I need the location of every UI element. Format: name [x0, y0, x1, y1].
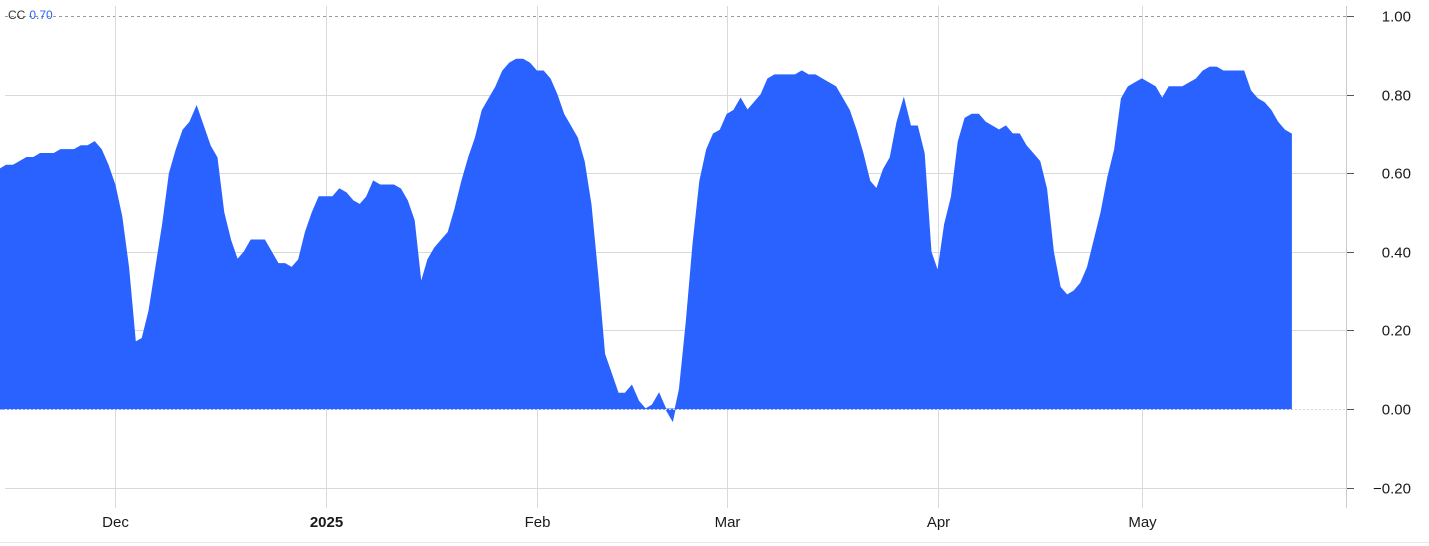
y-tick-label: 1.00 — [1382, 9, 1411, 26]
y-tick-label: 0.00 — [1382, 402, 1411, 419]
x-tick-label: Apr — [927, 514, 950, 531]
x-tick-label: 2025 — [310, 514, 343, 531]
area-series — [0, 58, 1292, 423]
series-legend: CC 0.70 — [8, 8, 53, 22]
x-tick-label: Feb — [525, 514, 551, 531]
y-tick-label: −0.20 — [1373, 481, 1411, 498]
legend-series-name: CC — [8, 8, 26, 22]
area-series-group — [0, 58, 1292, 423]
y-tick-label: 0.60 — [1382, 166, 1411, 183]
legend-last-value: 0.70 — [29, 8, 53, 22]
x-tick-label: Mar — [715, 514, 741, 531]
y-tick-label: 0.80 — [1382, 88, 1411, 105]
axes: 1.00 0.80 0.60 0.40 0.20 0.00 −0.20 Dec 2025 Feb M… — [5, 6, 1411, 531]
y-tick-label: 0.40 — [1382, 245, 1411, 262]
x-tick-label: Dec — [102, 514, 129, 531]
bottom-border — [0, 542, 1429, 543]
y-tick-label: 0.20 — [1382, 323, 1411, 340]
x-tick-label: May — [1128, 514, 1157, 531]
